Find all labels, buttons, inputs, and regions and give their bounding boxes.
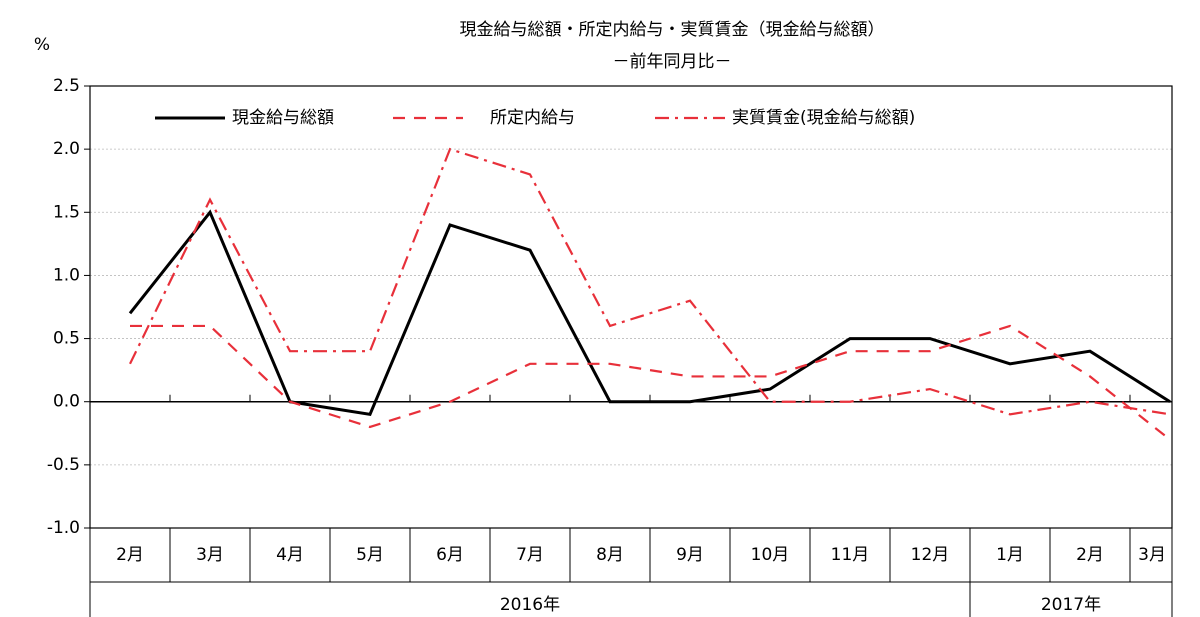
x-tick-label: 9月 [676, 545, 704, 565]
x-tick-label: 12月 [911, 545, 950, 565]
series-line [130, 324, 1171, 441]
y-tick-label: 0.5 [53, 329, 80, 349]
y-axis-label: % [34, 35, 50, 55]
y-tick-label: 2.5 [53, 76, 80, 96]
x-tick-label: 3月 [1138, 545, 1166, 565]
series-group [128, 147, 1171, 441]
x-tick-label: 5月 [356, 545, 384, 565]
chart-title: 現金給与総額・所定内給与・実質賃金（現金給与総額） [460, 20, 885, 40]
y-tick-label: -1.0 [47, 518, 80, 538]
x-tick-label: 1月 [996, 545, 1024, 565]
legend-label: 実質賃金(現金給与総額) [732, 108, 915, 128]
legend-label: 現金給与総額 [232, 108, 334, 128]
series-line [129, 147, 1171, 416]
plot-frame [89, 85, 1173, 529]
x-tick-label: 2月 [1076, 545, 1104, 565]
x-tick-label: 3月 [196, 545, 224, 565]
chart-subtitle: －前年同月比－ [613, 52, 732, 72]
legend-label: 所定内給与 [490, 108, 575, 128]
x-tick-label: 6月 [436, 545, 464, 565]
y-tick-label: 0.0 [53, 392, 80, 412]
x-tick-label: 8月 [596, 545, 624, 565]
x-tick-label: 7月 [516, 545, 544, 565]
y-tick-label: 1.0 [53, 265, 80, 285]
series-line [128, 209, 1171, 417]
x-tick-label: 2月 [116, 545, 144, 565]
x-tick-label: 11月 [831, 545, 870, 565]
y-tick-label: 1.5 [53, 202, 80, 222]
y-tick-label: -0.5 [47, 455, 80, 475]
x-tick-label: 4月 [276, 545, 304, 565]
group-label: 2017年 [1041, 595, 1101, 615]
group-label: 2016年 [500, 595, 560, 615]
y-tick-label: 2.0 [53, 139, 80, 159]
x-tick-label: 10月 [751, 545, 790, 565]
